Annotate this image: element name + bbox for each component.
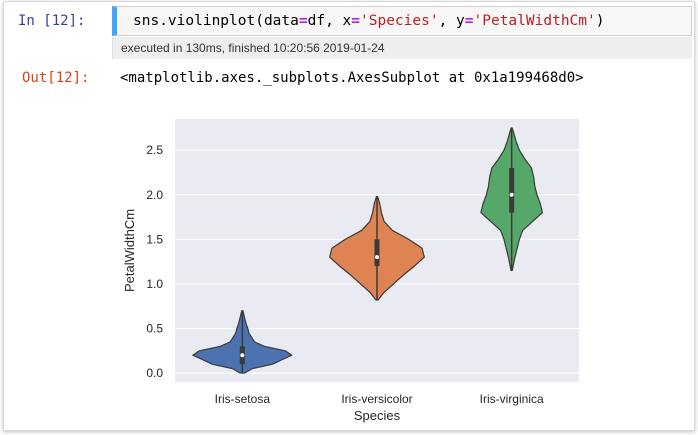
code-operator: = xyxy=(298,13,308,29)
y-tick-label: 1.5 xyxy=(146,232,163,246)
violin-median-dot xyxy=(509,192,514,197)
violin-iqr-box xyxy=(509,168,515,213)
violin-plot: 0.0 0.5 1.0 1.5 2.0 2.5 Iris-setosa Iris-versic… xyxy=(122,119,579,423)
execution-info-bar: executed in 130ms, finished 10:20:56 201… xyxy=(112,37,692,59)
y-tick-label: 0.5 xyxy=(146,322,163,336)
code-arg: , y xyxy=(438,13,465,29)
y-tick-label: 2.0 xyxy=(146,188,163,202)
code-arg: df, x xyxy=(307,13,352,29)
code-string: 'Species' xyxy=(360,13,439,29)
code-text[interactable]: sns.violinplot(data=df, x='Species', y='… xyxy=(133,12,604,30)
x-tick-label: Iris-setosa xyxy=(215,392,271,406)
input-prompt: In [12]: xyxy=(18,13,86,29)
y-tick-label: 0.0 xyxy=(146,366,163,380)
code-input-area[interactable]: sns.violinplot(data=df, x='Species', y='… xyxy=(112,6,692,36)
y-tick-label: 1.0 xyxy=(146,277,163,291)
code-suffix: ) xyxy=(595,13,605,29)
code-string: 'PetalWidthCm' xyxy=(473,13,596,29)
notebook-cell: In [12]: sns.violinplot(data=df, x='Spec… xyxy=(3,1,695,431)
output-prompt: Out[12]: xyxy=(22,70,90,86)
violin-iqr-box xyxy=(374,239,380,267)
x-tick-label: Iris-versicolor xyxy=(341,392,412,406)
x-axis-label: Species xyxy=(354,408,401,423)
code-operator: = xyxy=(464,13,474,29)
violin-median-dot xyxy=(375,255,379,260)
y-axis-label: PetalWidthCm xyxy=(122,209,137,292)
code-operator: = xyxy=(351,13,360,29)
y-tick-label: 2.5 xyxy=(146,143,163,157)
x-tick-label: Iris-virginica xyxy=(480,392,544,406)
code-prefix: sns.violinplot(data xyxy=(133,13,299,29)
violin-median-dot xyxy=(240,353,245,358)
execution-info-text: executed in 130ms, finished 10:20:56 201… xyxy=(121,41,385,55)
output-repr-text: <matplotlib.axes._subplots.AxesSubplot a… xyxy=(120,70,584,86)
